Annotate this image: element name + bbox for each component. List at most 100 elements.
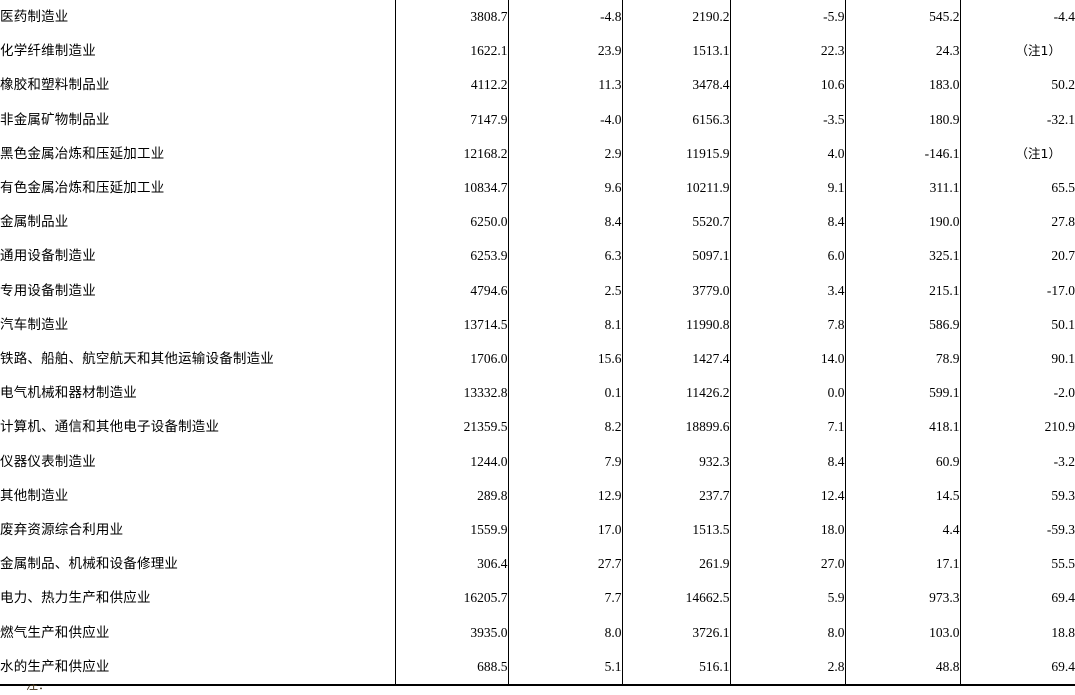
cell-value3: 11426.2: [621, 376, 730, 411]
industry-name-cell: 专用设备制造业: [0, 282, 96, 299]
industry-name-cell: 电气机械和器材制造业: [0, 385, 137, 402]
industry-name-cell: 水的生产和供应业: [0, 649, 395, 687]
cell-value6: 50.2: [959, 68, 1075, 103]
cell-value6: 65.5: [959, 171, 1075, 206]
footnote-sliver-text: 注：: [26, 684, 51, 692]
cell-value5: 183.0: [844, 68, 960, 103]
industry-name-cell: 橡胶和塑料制品业: [0, 77, 110, 94]
cell-value5: 973.3: [844, 581, 960, 616]
cell-value6: （注1）: [959, 34, 1075, 69]
cell-value1: 4794.6: [394, 273, 508, 308]
cell-value5: 311.1: [844, 171, 960, 206]
cell-value5: 215.1: [844, 273, 960, 308]
cropped-footnote-sliver: 注：: [0, 684, 1075, 695]
cell-value4: -5.9: [729, 0, 845, 35]
table-row: 化学纤维制造业 1622.1 23.9 1513.1 22.3 24.3 （注1）: [0, 34, 1075, 69]
table-row: 其他制造业 289.8 12.9 237.7 12.4 14.5 59.3: [0, 478, 1075, 514]
cell-value6: 90.1: [959, 342, 1075, 377]
table-row: 黑色金属冶炼和压延加工业 12168.2 2.9 11915.9 4.0 -146.1 （注…: [0, 136, 1075, 172]
industry-name-cell: 铁路、船舶、航空航天和其他运输设备制造业: [0, 351, 274, 368]
industry-name-cell: 非金属矿物制品业: [0, 111, 110, 128]
cell-value1: 688.5: [394, 649, 508, 687]
cell-value4: 5.9: [729, 581, 845, 616]
cell-value5: 60.9: [844, 444, 960, 479]
cell-value3: 261.9: [621, 547, 730, 582]
industry-name-cell: 汽车制造业: [0, 316, 69, 333]
cell-value4: 27.0: [729, 547, 845, 582]
cell-value6: 69.4: [959, 649, 1075, 687]
cell-value4: 8.4: [729, 205, 845, 240]
cell-value5: 180.9: [844, 102, 960, 137]
cell-value2: -4.0: [507, 102, 622, 137]
cell-value5: 325.1: [844, 239, 960, 274]
cell-value2: 8.0: [507, 615, 622, 650]
industry-name-cell: 废弃资源综合利用业: [0, 522, 124, 539]
cell-value5: 190.0: [844, 205, 960, 240]
cell-value5: 103.0: [844, 615, 960, 650]
cell-value2: 0.1: [507, 376, 622, 411]
table-row: 橡胶和塑料制品业 4112.2 11.3 3478.4 10.6 183.0 50.2: [0, 68, 1075, 103]
cell-value6: 20.7: [959, 239, 1075, 274]
cell-value2: 8.1: [507, 307, 622, 343]
cell-value2: 12.9: [507, 478, 622, 514]
cell-value1: 1559.9: [394, 513, 508, 548]
table-row: 燃气生产和供应业 3935.0 8.0 3726.1 8.0 103.0 18.8: [0, 615, 1075, 650]
cell-value4: 18.0: [729, 513, 845, 548]
cell-value2: 2.9: [507, 136, 622, 172]
cell-value6: -59.3: [959, 513, 1075, 548]
cell-value1: 3935.0: [394, 615, 508, 650]
cell-value3: 932.3: [621, 444, 730, 479]
cell-value1: 306.4: [394, 547, 508, 582]
industry-name-cell: 电力、热力生产和供应业: [0, 590, 151, 607]
cell-value3: 3779.0: [621, 273, 730, 308]
industry-name-cell: 金属制品业: [0, 214, 69, 231]
cell-value2: 7.7: [507, 581, 622, 616]
table-row: 金属制品、机械和设备修理业 306.4 27.7 261.9 27.0 17.1 55.5: [0, 547, 1075, 582]
cell-value6: -3.2: [959, 444, 1075, 479]
cell-value4: 12.4: [729, 478, 845, 514]
industry-name-cell: 金属制品、机械和设备修理业: [0, 556, 179, 573]
cell-value2: 6.3: [507, 239, 622, 274]
cell-value4: 8.0: [729, 615, 845, 650]
table-row: 通用设备制造业 6253.9 6.3 5097.1 6.0 325.1 20.7: [0, 239, 1075, 274]
cell-value2: 8.2: [507, 410, 622, 445]
cell-value5: 586.9: [844, 307, 960, 343]
cell-value2: 8.4: [507, 205, 622, 240]
cell-value6: （注1）: [959, 136, 1075, 172]
cell-value1: 13332.8: [394, 376, 508, 411]
cell-value1: 1622.1: [394, 34, 508, 69]
cell-value5: 24.3: [844, 34, 960, 69]
industry-name-cell: 计算机、通信和其他电子设备制造业: [0, 419, 220, 436]
cell-value3: 6156.3: [621, 102, 730, 137]
cell-value4: 4.0: [729, 136, 845, 172]
cell-value4: 7.1: [729, 410, 845, 445]
cell-value6: 55.5: [959, 547, 1075, 582]
table-row: 非金属矿物制品业 7147.9 -4.0 6156.3 -3.5 180.9 -32.1: [0, 102, 1075, 137]
table-row: 废弃资源综合利用业 1559.9 17.0 1513.5 18.0 4.4 -59.3: [0, 513, 1075, 548]
cell-value3: 11915.9: [621, 136, 730, 172]
cell-value1: 1706.0: [394, 342, 508, 377]
cell-value1: 12168.2: [394, 136, 508, 172]
industry-name-cell: 医药制造业: [0, 9, 69, 25]
cell-value5: 4.4: [844, 513, 960, 548]
table-row: 水的生产和供应业 688.5 5.1 516.1 2.8 48.8 69.4: [0, 649, 1075, 687]
cell-value5: 78.9: [844, 342, 960, 377]
cell-value1: 1244.0: [394, 444, 508, 479]
cell-value1: 6250.0: [394, 205, 508, 240]
cell-value3: 1513.1: [621, 34, 730, 69]
cell-value5: 599.1: [844, 376, 960, 411]
cell-value6: 18.8: [959, 615, 1075, 650]
cell-value4: 7.8: [729, 307, 845, 343]
industry-name-cell: 有色金属冶炼和压延加工业: [0, 180, 165, 197]
cell-value6: 59.3: [959, 478, 1075, 514]
industry-name-cell: 化学纤维制造业: [0, 43, 96, 60]
cell-value3: 18899.6: [621, 410, 730, 445]
cell-value6: 50.1: [959, 307, 1075, 343]
cell-value6: -17.0: [959, 273, 1075, 308]
cell-value6: -2.0: [959, 376, 1075, 411]
cell-value5: 14.5: [844, 478, 960, 514]
cell-value4: 6.0: [729, 239, 845, 274]
industry-name-cell: 其他制造业: [0, 487, 69, 504]
cell-value3: 3726.1: [621, 615, 730, 650]
